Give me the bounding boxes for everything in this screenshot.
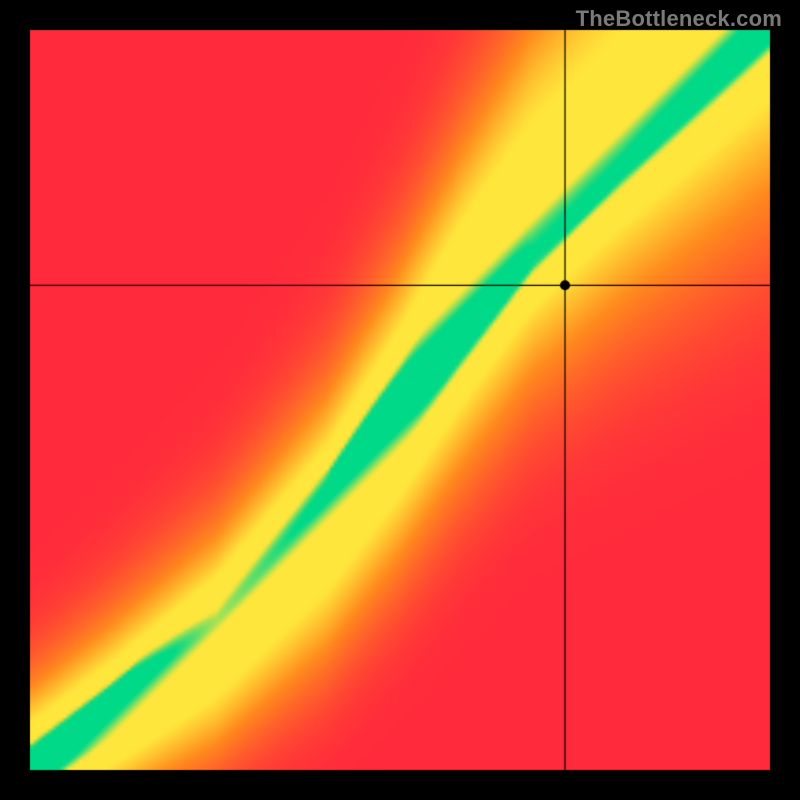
watermark-text: TheBottleneck.com [576,6,782,32]
chart-container: TheBottleneck.com [0,0,800,800]
heatmap-canvas [0,0,800,800]
